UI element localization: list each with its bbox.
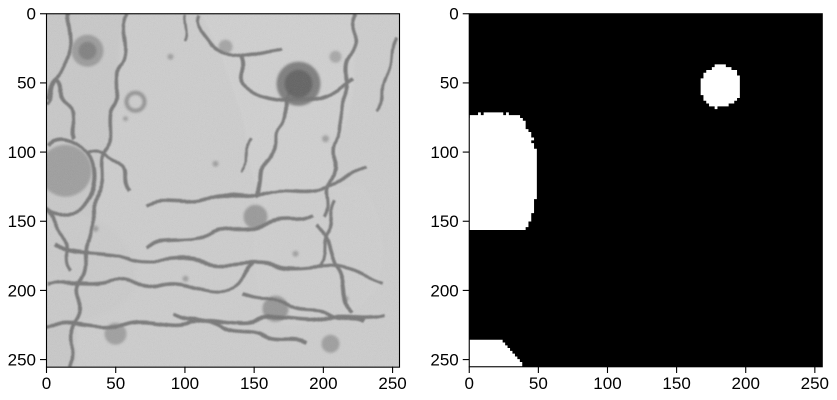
svg-text:250: 250 (8, 351, 36, 370)
svg-text:200: 200 (732, 374, 760, 393)
svg-text:200: 200 (8, 281, 36, 300)
svg-text:50: 50 (17, 74, 36, 93)
svg-text:50: 50 (529, 374, 548, 393)
svg-text:250: 250 (378, 374, 406, 393)
svg-text:150: 150 (240, 374, 268, 393)
svg-text:200: 200 (309, 374, 337, 393)
svg-text:250: 250 (430, 351, 458, 370)
svg-text:50: 50 (440, 74, 459, 93)
svg-text:100: 100 (8, 143, 36, 162)
svg-text:250: 250 (801, 374, 829, 393)
svg-text:50: 50 (106, 374, 125, 393)
svg-text:100: 100 (171, 374, 199, 393)
svg-text:100: 100 (430, 143, 458, 162)
svg-text:150: 150 (662, 374, 690, 393)
svg-text:150: 150 (8, 212, 36, 231)
svg-text:0: 0 (465, 374, 474, 393)
svg-text:0: 0 (42, 374, 51, 393)
svg-text:100: 100 (593, 374, 621, 393)
svg-text:0: 0 (27, 5, 36, 24)
svg-text:150: 150 (430, 212, 458, 231)
svg-text:200: 200 (430, 281, 458, 300)
svg-text:0: 0 (449, 5, 458, 24)
